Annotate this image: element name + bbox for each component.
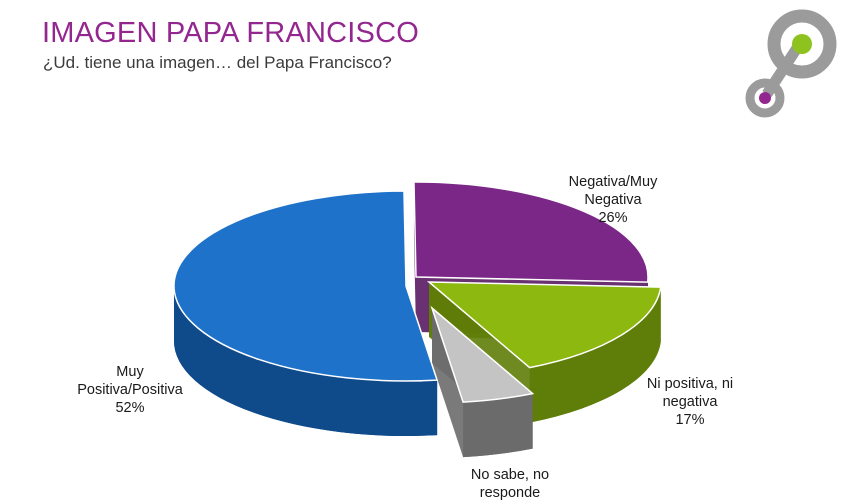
pie-slice-ni-positiva-ni-negativa-rim bbox=[529, 287, 661, 423]
logo-ring-small bbox=[745, 78, 785, 118]
pie-label-negativa-muy-negativa: Negativa/Muy Negativa 26% bbox=[538, 173, 688, 227]
pie-label-no-sabe-no-responde: No sabe, no responde bbox=[440, 466, 580, 502]
pie-label-line: Negativa/Muy bbox=[568, 174, 658, 190]
pie-slice-negativa-muy-negativa bbox=[413, 181, 649, 283]
pie-label-line: Ni positiva, ni bbox=[646, 376, 734, 392]
pie-value-label: 52% bbox=[115, 400, 145, 416]
pie-label-line: Muy bbox=[116, 364, 144, 380]
logo-dot-purple bbox=[759, 92, 771, 104]
pie-slice-no-sabe-no-responde bbox=[430, 305, 535, 403]
pie-label-ni-positiva-ni-negativa: Ni positiva, ni negativa 17% bbox=[615, 375, 765, 429]
pie-value-label: 17% bbox=[675, 412, 705, 428]
logo-ring-large bbox=[767, 9, 837, 79]
logo-dot-green bbox=[792, 34, 812, 54]
pie-slice-no-sabe-no-responde-rim bbox=[463, 393, 533, 458]
pie-label-muy-positiva-positiva: Muy Positiva/Positiva 52% bbox=[40, 363, 220, 417]
pie-slice-muy-positiva-positiva-rim bbox=[174, 286, 438, 436]
linked-circles-logo-icon bbox=[745, 9, 837, 118]
pie-value-label: 26% bbox=[598, 210, 628, 226]
pie-label-line: No sabe, no bbox=[470, 467, 550, 483]
page-title: IMAGEN PAPA FRANCISCO bbox=[42, 17, 419, 49]
pie-label-line: Negativa bbox=[584, 192, 642, 208]
pie-label-line: negativa bbox=[662, 394, 718, 410]
pie-slice-no-sabe-no-responde-wall-1 bbox=[432, 308, 464, 458]
pie-label-line: responde bbox=[479, 485, 541, 501]
pie-tops bbox=[173, 181, 662, 403]
pie-slice-ni-positiva-ni-negativa bbox=[426, 281, 662, 369]
page-subtitle: ¿Ud. tiene una imagen… del Papa Francisc… bbox=[43, 53, 392, 72]
pie-slice-muy-positiva-positiva bbox=[173, 190, 439, 382]
pie-label-line: Positiva/Positiva bbox=[77, 382, 183, 398]
